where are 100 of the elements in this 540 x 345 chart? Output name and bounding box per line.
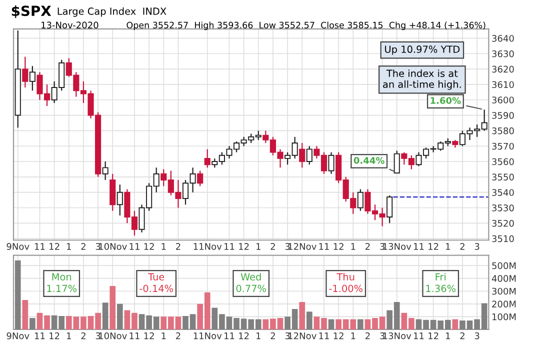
- bar: [328, 319, 334, 330]
- x-tick-label: 11: [224, 332, 234, 340]
- candlestick: [116, 184, 123, 216]
- x-tick-label: 11Nov: [194, 332, 222, 340]
- bar: [14, 260, 21, 330]
- x-tick-label: 13Nov: [383, 243, 412, 250]
- candlestick: [394, 150, 400, 174]
- y-tick-label: 3600: [492, 96, 514, 104]
- x-tick-label: 1: [351, 332, 356, 340]
- annotation: Up 10.97% YTD: [385, 46, 460, 55]
- x-tick-label: 12Nov: [288, 332, 316, 340]
- x-tick-label: 13Nov: [383, 332, 412, 340]
- x-tick-label: 1: [67, 332, 71, 340]
- y-tick-label: 3540: [492, 189, 514, 196]
- chart-subtitle: Large Cap Index INDX: [58, 7, 166, 17]
- x-tick-label: 12: [50, 243, 60, 250]
- x-tick-label: 3: [285, 243, 290, 250]
- x-tick-label: 11: [414, 332, 424, 340]
- x-tick-label: 2: [366, 243, 370, 250]
- bar: [102, 302, 108, 330]
- bar: [116, 304, 123, 330]
- x-tick-label: 3: [474, 243, 480, 250]
- candlestick: [204, 148, 210, 168]
- x-tick-label: 11: [34, 332, 45, 340]
- candlestick: [306, 146, 312, 166]
- x-tick-label: 2: [270, 243, 275, 250]
- x-tick-label: 2: [81, 243, 86, 250]
- y-tick-label: 3550: [492, 174, 514, 180]
- x-tick-label: 10Nov: [99, 243, 127, 250]
- candlestick: [328, 152, 334, 174]
- y-tick-label: 3620: [492, 66, 514, 73]
- x-tick-label: 1: [256, 243, 260, 250]
- bar: [306, 312, 312, 330]
- text: 13-Nov-2020: [41, 22, 98, 28]
- x-tick-label: 1: [162, 332, 166, 340]
- annotation: Wed 0.77%: [236, 272, 266, 292]
- annotation: Thu -1.00%: [329, 272, 363, 292]
- x-tick-label: 12: [428, 243, 438, 250]
- candlestick: [29, 65, 36, 92]
- x-tick-label: 2: [81, 332, 86, 340]
- x-tick-label: 12: [428, 332, 438, 340]
- candlestick: [102, 160, 108, 181]
- y-tick-label: 3530: [492, 204, 514, 212]
- x-tick-label: 3: [96, 243, 100, 250]
- x-tick-label: 12: [144, 243, 154, 250]
- x-tick-label: 1: [162, 243, 166, 250]
- y-tick-label: 300M: [492, 288, 516, 295]
- y-tick-label: 100M: [492, 313, 516, 320]
- y-tick-label: 3630: [492, 50, 514, 58]
- x-tick-label: 12: [334, 332, 344, 340]
- bar: [110, 286, 116, 330]
- bar: [299, 302, 306, 330]
- y-tick-label: 3580: [492, 127, 514, 134]
- x-tick-label: 12: [144, 332, 154, 340]
- x-tick-label: 1: [446, 243, 450, 250]
- x-tick-label: 12: [50, 332, 60, 340]
- x-tick-label: 2: [460, 332, 464, 340]
- x-tick-label: 2: [366, 332, 370, 340]
- x-tick-label: 12Nov: [288, 243, 316, 250]
- x-tick-label: 9Nov: [6, 332, 30, 340]
- x-tick-label: 2: [270, 332, 275, 340]
- y-tick-label: 3510: [492, 235, 514, 242]
- x-tick-label: 11: [414, 243, 424, 250]
- y-tick-label: 3570: [492, 142, 514, 150]
- x-tick-label: 3: [474, 332, 480, 340]
- x-tick-label: 2: [176, 243, 180, 250]
- x-tick-label: 11: [34, 243, 45, 250]
- x-tick-label: 11: [319, 243, 329, 250]
- x-tick-label: 1: [446, 332, 450, 340]
- annotation: 0.44%: [354, 156, 384, 164]
- x-tick-label: 12: [334, 243, 344, 250]
- x-tick-label: 11: [130, 332, 140, 340]
- bar: [358, 319, 364, 330]
- x-tick-label: 10Nov: [99, 332, 127, 340]
- x-tick-label: 3: [96, 332, 100, 340]
- x-tick-label: 9Nov: [6, 243, 30, 250]
- annotation: Open 3552.57 High 3593.66 Low 3552.57 Close 3585.15 Chg +48.14 (+1.36%): [126, 22, 486, 30]
- x-tick-label: 1: [256, 332, 260, 340]
- y-tick-label: 400M: [492, 275, 516, 282]
- annotation: Fri 1.36%: [426, 272, 456, 292]
- chart-title: $SPX: [12, 5, 52, 18]
- x-tick-label: 11Nov: [194, 243, 222, 250]
- bar: [452, 319, 458, 330]
- x-tick-label: 2: [460, 243, 464, 250]
- y-tick-label: 3520: [492, 220, 514, 227]
- candlestick: [386, 194, 393, 224]
- y-tick-label: 3610: [492, 81, 514, 88]
- x-tick-label: 3: [285, 332, 290, 340]
- y-tick-label: 3590: [492, 112, 514, 119]
- bar: [22, 300, 28, 330]
- x-tick-label: 1: [351, 243, 356, 250]
- x-tick-label: 12: [239, 243, 249, 250]
- annotation: The index is at an all-time high.: [383, 70, 461, 90]
- x-tick-label: 11: [130, 243, 140, 250]
- x-tick-label: 3: [380, 332, 384, 340]
- x-tick-label: 2: [176, 332, 180, 340]
- x-tick-label: 3: [380, 243, 384, 250]
- x-tick-label: 12: [239, 332, 249, 340]
- candlestick: [22, 56, 28, 88]
- x-tick-label: 11: [319, 332, 329, 340]
